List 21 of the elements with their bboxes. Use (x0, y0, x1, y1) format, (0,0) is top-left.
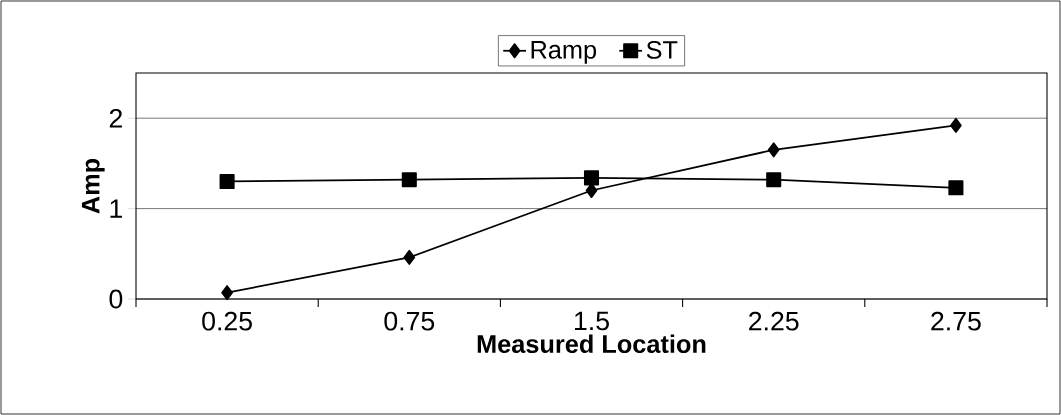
legend-label: Ramp (531, 41, 597, 64)
x-tick-label: 1.5 (574, 311, 609, 331)
y-tick-label: 2 (109, 108, 122, 128)
point (219, 173, 235, 190)
y-axis-title: Amp (81, 158, 105, 214)
x-tick-label: 2.75 (931, 311, 981, 331)
point (767, 142, 780, 158)
point (583, 170, 600, 186)
x-tick-label: 0.75 (384, 311, 435, 331)
legend-label: ST (646, 40, 678, 59)
y-tick-label: 0 (109, 289, 123, 309)
point (401, 172, 417, 188)
point (403, 249, 416, 265)
point (948, 180, 964, 196)
point (950, 117, 962, 133)
x-tick-label: 2.25 (749, 311, 799, 331)
point (766, 172, 782, 188)
x-axis-title: Measured Location (477, 334, 706, 354)
point (221, 285, 233, 301)
y-tick-label: 1 (110, 199, 122, 218)
x-tick-label: 0.25 (202, 311, 252, 331)
